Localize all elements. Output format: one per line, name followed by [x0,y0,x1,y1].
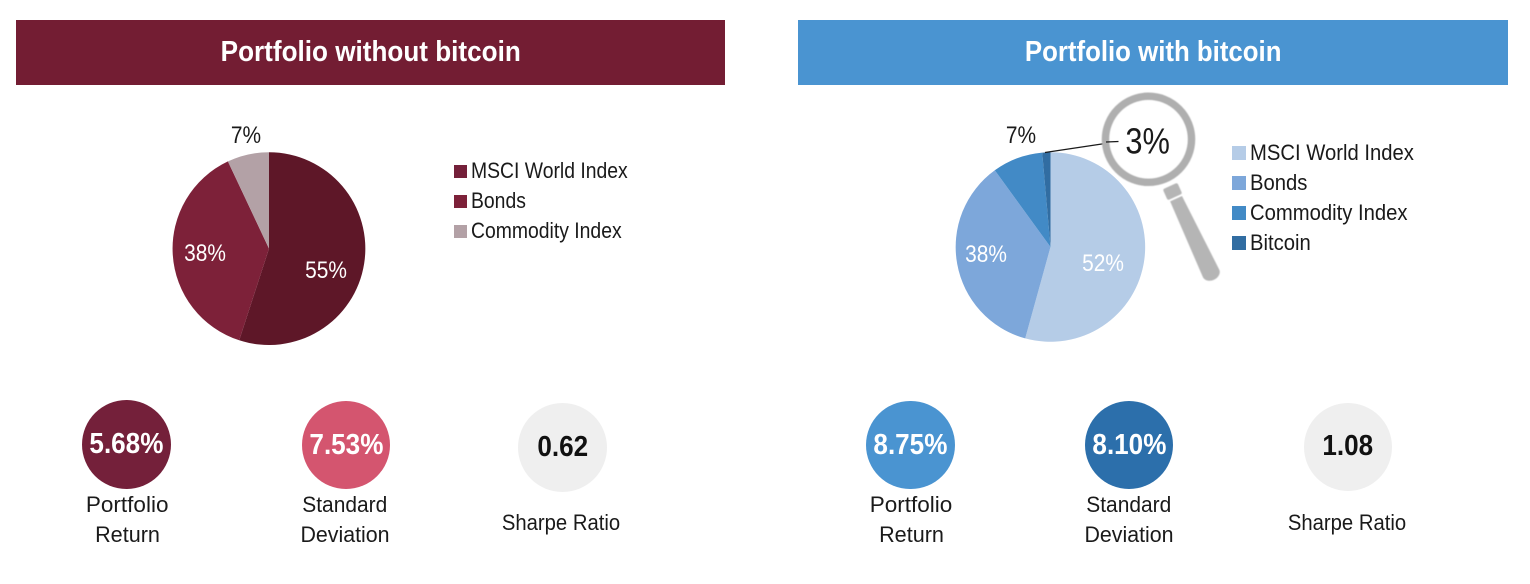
svg-text:3%: 3% [1125,120,1170,161]
